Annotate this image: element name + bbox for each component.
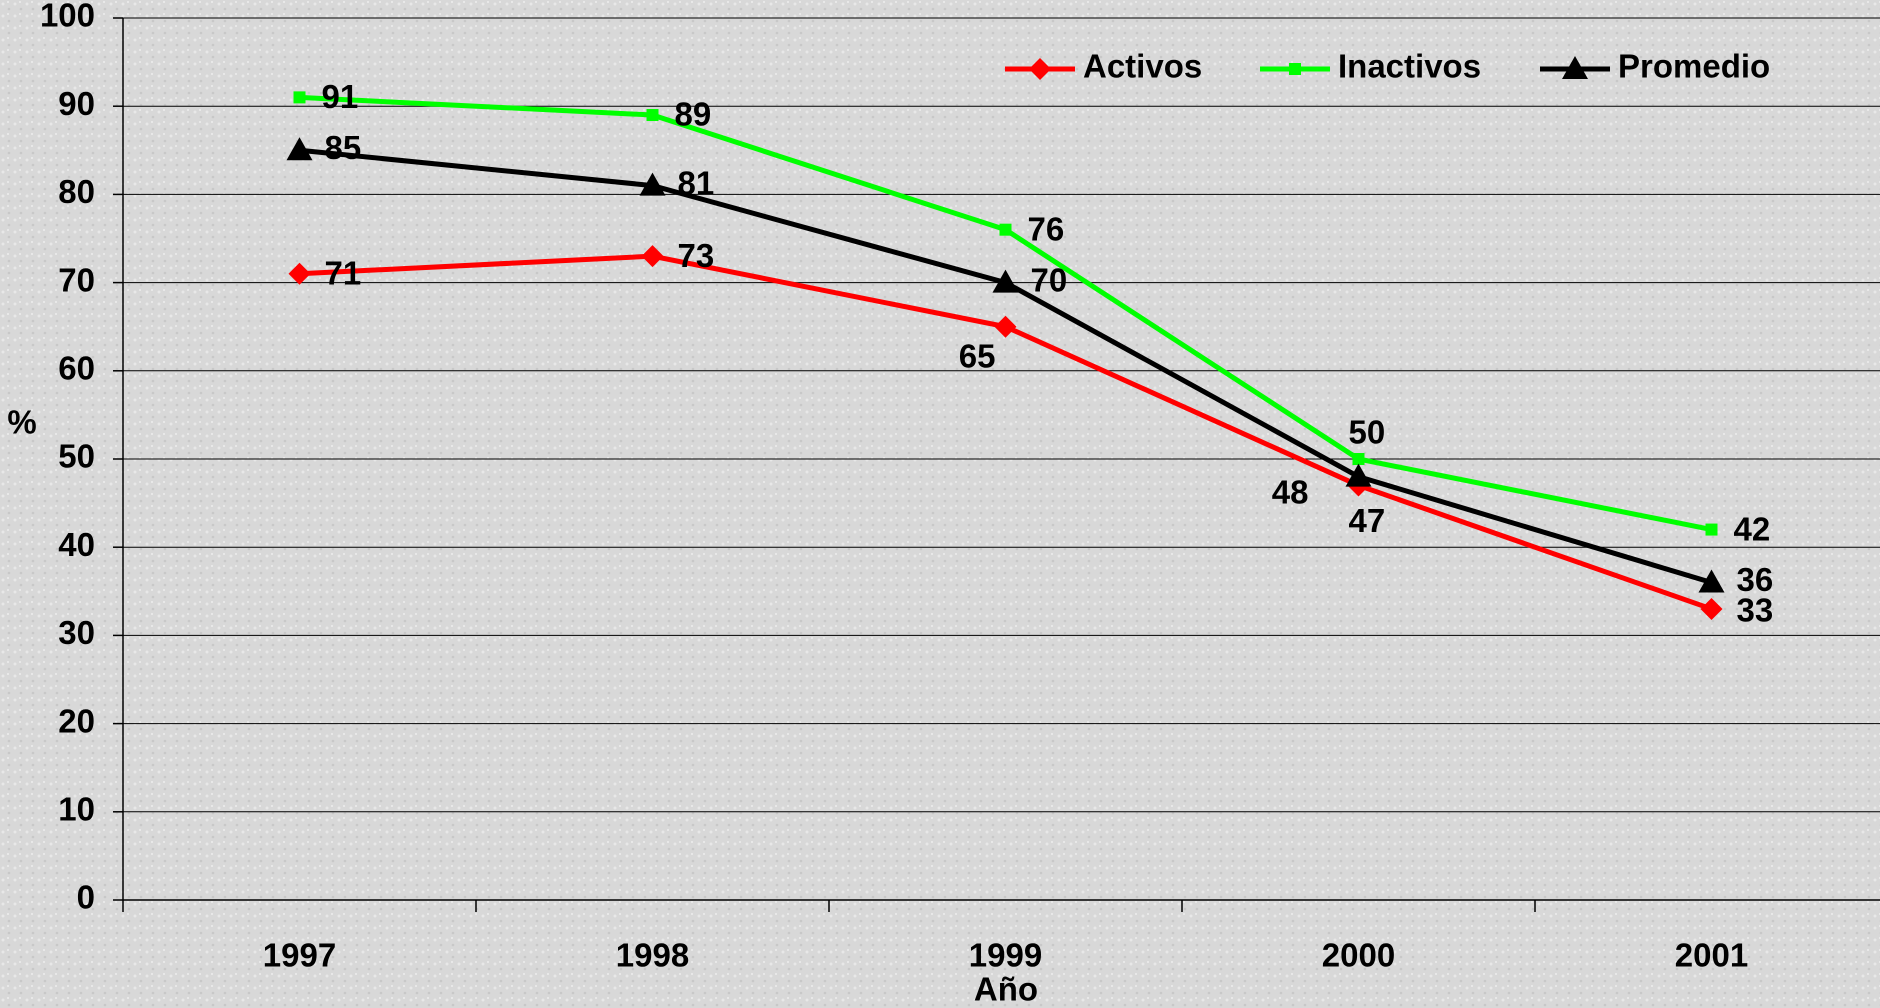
y-tick-label: 0	[77, 879, 95, 916]
data-label: 47	[1349, 502, 1386, 539]
data-label: 50	[1349, 414, 1386, 451]
legend-label: Inactivos	[1338, 48, 1481, 85]
marker	[999, 223, 1012, 236]
y-tick-label: 30	[58, 614, 95, 651]
data-label: 65	[959, 337, 996, 374]
marker	[1289, 63, 1301, 75]
data-label: 76	[1028, 210, 1065, 247]
data-label: 70	[1031, 261, 1068, 298]
y-tick-label: 90	[58, 85, 95, 122]
marker	[641, 245, 664, 268]
marker	[639, 172, 666, 196]
marker	[1345, 463, 1372, 487]
marker	[992, 269, 1019, 293]
data-label: 71	[325, 254, 362, 291]
x-tick-label: 1999	[969, 937, 1042, 974]
marker	[1705, 523, 1718, 536]
y-axis-label: %	[7, 404, 36, 441]
marker	[1029, 58, 1051, 80]
data-label: 48	[1272, 473, 1309, 510]
data-label: 36	[1737, 561, 1774, 598]
data-label: 91	[322, 78, 359, 115]
marker	[994, 315, 1017, 338]
x-tick-label: 1998	[616, 937, 689, 974]
data-label: 85	[325, 129, 362, 166]
y-tick-label: 50	[58, 438, 95, 475]
marker	[293, 91, 306, 104]
marker	[286, 137, 313, 161]
y-tick-label: 100	[40, 0, 95, 34]
marker	[1562, 56, 1588, 79]
marker	[1700, 597, 1723, 620]
x-tick-label: 2000	[1322, 937, 1395, 974]
y-tick-label: 60	[58, 350, 95, 387]
x-tick-label: 2001	[1675, 937, 1748, 974]
marker	[288, 262, 311, 285]
marker	[1352, 453, 1365, 465]
x-axis-label: Año	[974, 971, 1038, 1008]
x-tick-label: 1997	[263, 937, 336, 974]
y-tick-label: 40	[58, 526, 95, 563]
data-label: 42	[1734, 510, 1771, 547]
data-label: 81	[678, 164, 715, 201]
marker	[1698, 569, 1725, 593]
data-label: 73	[678, 237, 715, 274]
marker	[646, 109, 659, 122]
data-label: 33	[1737, 592, 1774, 629]
data-label: 89	[675, 96, 712, 133]
y-tick-label: 70	[58, 261, 95, 298]
y-tick-label: 10	[58, 791, 95, 828]
legend-label: Promedio	[1618, 48, 1770, 85]
y-tick-label: 80	[58, 173, 95, 210]
legend-label: Activos	[1083, 48, 1202, 85]
y-tick-label: 20	[58, 702, 95, 739]
